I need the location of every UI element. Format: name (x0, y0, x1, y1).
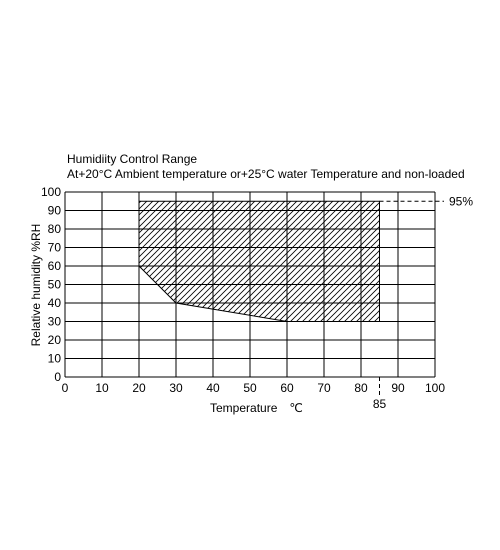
x-tick-label: 40 (206, 381, 220, 395)
chart-subtitle: At+20°C Ambient temperature or+25°C wate… (67, 167, 465, 181)
y-tick-label: 60 (48, 259, 62, 273)
guide-lines (379, 200, 444, 397)
x-axis-label: Temperature ℃ (210, 401, 303, 415)
x-tick-label: 60 (280, 381, 294, 395)
y-tick-label: 30 (48, 315, 62, 329)
x-tick-label: 100 (425, 381, 445, 395)
x-tick-label: 70 (317, 381, 331, 395)
x-tick-label: 10 (95, 381, 109, 395)
x-axis-label-text: Temperature (210, 401, 278, 415)
y-tick-label: 20 (48, 333, 62, 347)
y-tick-label: 0 (54, 370, 61, 384)
x-tick-label: 90 (391, 381, 405, 395)
y-tick-label: 10 (48, 352, 62, 366)
tick-labels: 0 10 20 30 40 50 60 70 80 90 100 0 10 20 30 40 50 60 70 80 9… (41, 185, 445, 395)
annotation-85: 85 (373, 397, 387, 411)
x-axis-unit: ℃ (289, 401, 302, 415)
y-tick-label: 70 (48, 241, 62, 255)
x-tick-label: 20 (132, 381, 146, 395)
annotation-95-percent: 95% (449, 194, 473, 208)
x-tick-label: 30 (169, 381, 183, 395)
x-tick-label: 0 (62, 381, 69, 395)
x-tick-label: 50 (243, 381, 257, 395)
y-tick-label: 100 (41, 185, 61, 199)
y-tick-label: 90 (48, 204, 62, 218)
chart-title: Humidiity Control Range (67, 152, 197, 166)
y-tick-label: 40 (48, 296, 62, 310)
x-tick-label: 80 (354, 381, 368, 395)
y-tick-label: 80 (48, 222, 62, 236)
y-tick-label: 50 (48, 278, 62, 292)
y-axis-label: Relative humidity %RH (29, 224, 43, 347)
